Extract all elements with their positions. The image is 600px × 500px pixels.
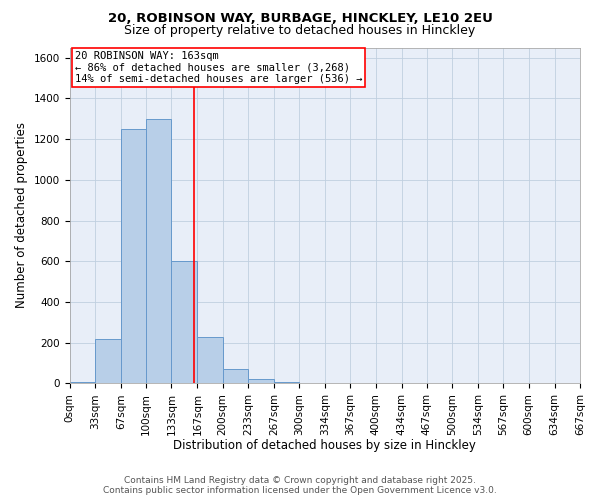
Text: 20, ROBINSON WAY, BURBAGE, HINCKLEY, LE10 2EU: 20, ROBINSON WAY, BURBAGE, HINCKLEY, LE1…	[107, 12, 493, 26]
X-axis label: Distribution of detached houses by size in Hinckley: Distribution of detached houses by size …	[173, 440, 476, 452]
Bar	[70, 382, 95, 384]
Bar	[172, 262, 197, 384]
Text: Size of property relative to detached houses in Hinckley: Size of property relative to detached ho…	[124, 24, 476, 37]
Bar	[223, 369, 248, 384]
Bar	[197, 336, 223, 384]
Bar	[121, 129, 146, 384]
Bar	[248, 380, 274, 384]
Text: 20 ROBINSON WAY: 163sqm
← 86% of detached houses are smaller (3,268)
14% of semi: 20 ROBINSON WAY: 163sqm ← 86% of detache…	[74, 51, 362, 84]
Y-axis label: Number of detached properties: Number of detached properties	[15, 122, 28, 308]
Text: Contains HM Land Registry data © Crown copyright and database right 2025.
Contai: Contains HM Land Registry data © Crown c…	[103, 476, 497, 495]
Bar	[274, 382, 299, 384]
Bar	[299, 383, 325, 384]
Bar	[95, 338, 121, 384]
Bar	[146, 119, 172, 384]
